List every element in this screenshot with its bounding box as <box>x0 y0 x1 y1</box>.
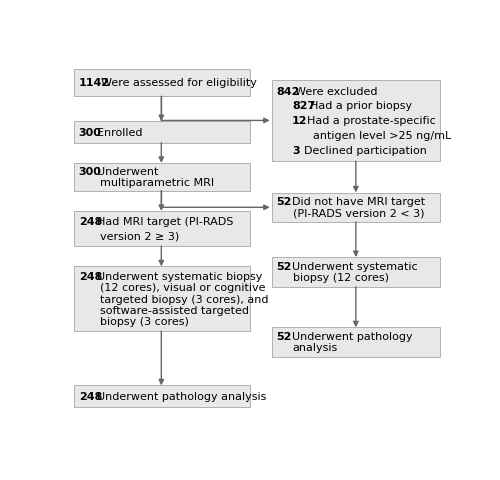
Text: Had MRI target (PI-RADS: Had MRI target (PI-RADS <box>90 217 234 228</box>
Text: Had a prior biopsy: Had a prior biopsy <box>304 101 412 111</box>
FancyBboxPatch shape <box>272 327 440 357</box>
FancyBboxPatch shape <box>272 257 440 287</box>
Text: 300: 300 <box>79 128 102 138</box>
Text: biopsy (3 cores): biopsy (3 cores) <box>100 317 189 327</box>
FancyBboxPatch shape <box>74 69 250 96</box>
Text: Had a prostate-specific: Had a prostate-specific <box>300 116 436 126</box>
Text: (PI-RADS version 2 < 3): (PI-RADS version 2 < 3) <box>292 209 424 218</box>
Text: 842: 842 <box>276 86 300 96</box>
FancyBboxPatch shape <box>74 211 250 246</box>
Text: biopsy (12 cores): biopsy (12 cores) <box>292 273 388 283</box>
Text: Underwent systematic biopsy: Underwent systematic biopsy <box>90 272 262 282</box>
Text: Underwent pathology analysis: Underwent pathology analysis <box>90 392 266 402</box>
Text: Underwent systematic: Underwent systematic <box>284 262 417 272</box>
Text: Enrolled: Enrolled <box>90 128 142 138</box>
Text: multiparametric MRI: multiparametric MRI <box>100 178 214 188</box>
Text: 300: 300 <box>79 168 102 178</box>
FancyBboxPatch shape <box>272 80 440 161</box>
Text: antigen level >25 ng/mL: antigen level >25 ng/mL <box>313 131 452 141</box>
FancyBboxPatch shape <box>74 385 250 407</box>
Text: Underwent pathology: Underwent pathology <box>284 332 412 342</box>
Text: 52: 52 <box>276 197 292 207</box>
Text: Declined participation: Declined participation <box>296 146 426 156</box>
FancyBboxPatch shape <box>74 163 250 191</box>
Text: version 2 ≥ 3): version 2 ≥ 3) <box>100 231 180 241</box>
Text: 827: 827 <box>292 101 315 111</box>
Text: Did not have MRI target: Did not have MRI target <box>284 197 424 207</box>
Text: Were assessed for eligibility: Were assessed for eligibility <box>94 78 256 88</box>
Text: 248: 248 <box>79 392 102 402</box>
Text: software-assisted targeted: software-assisted targeted <box>100 306 249 316</box>
FancyBboxPatch shape <box>272 192 440 222</box>
Text: 248: 248 <box>79 217 102 228</box>
Text: 52: 52 <box>276 332 292 342</box>
Text: Underwent: Underwent <box>90 168 158 178</box>
Text: analysis: analysis <box>292 344 338 353</box>
FancyBboxPatch shape <box>74 121 250 143</box>
FancyBboxPatch shape <box>74 266 250 331</box>
Text: 52: 52 <box>276 262 292 272</box>
Text: targeted biopsy (3 cores), and: targeted biopsy (3 cores), and <box>100 295 268 304</box>
Text: (12 cores), visual or cognitive: (12 cores), visual or cognitive <box>100 283 266 293</box>
Text: 1142: 1142 <box>79 78 110 88</box>
Text: 248: 248 <box>79 272 102 282</box>
Text: 12: 12 <box>292 116 308 126</box>
Text: 3: 3 <box>292 146 300 156</box>
Text: Were excluded: Were excluded <box>288 86 378 96</box>
